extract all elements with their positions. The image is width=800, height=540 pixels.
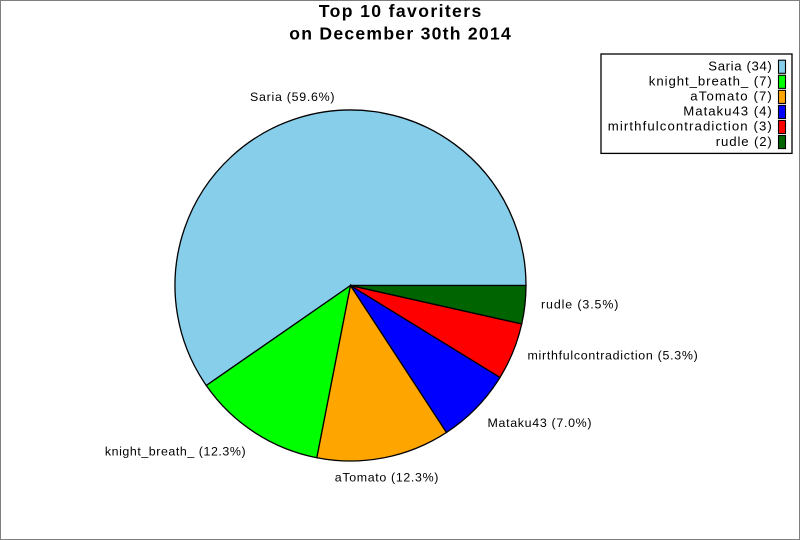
svg-text:Saria (34): Saria (34) — [708, 59, 772, 74]
svg-text:rudle (3.5%): rudle (3.5%) — [541, 298, 618, 312]
svg-text:rudle (2): rudle (2) — [716, 134, 772, 149]
svg-text:Top 10 favoriters: Top 10 favoriters — [319, 1, 482, 21]
svg-text:Saria (59.6%): Saria (59.6%) — [250, 90, 335, 104]
svg-text:mirthfulcontradiction (3): mirthfulcontradiction (3) — [608, 119, 772, 134]
svg-text:on December 30th 2014: on December 30th 2014 — [289, 23, 511, 43]
svg-text:Mataku43 (4): Mataku43 (4) — [683, 104, 772, 119]
svg-text:mirthfulcontradiction (5.3%): mirthfulcontradiction (5.3%) — [528, 349, 698, 363]
svg-text:knight_breath_ (12.3%): knight_breath_ (12.3%) — [105, 445, 246, 459]
svg-text:Mataku43 (7.0%): Mataku43 (7.0%) — [488, 416, 592, 430]
svg-text:knight_breath_ (7): knight_breath_ (7) — [649, 74, 772, 89]
svg-text:aTomato (7): aTomato (7) — [690, 89, 772, 104]
svg-text:aTomato (12.3%): aTomato (12.3%) — [335, 470, 439, 484]
